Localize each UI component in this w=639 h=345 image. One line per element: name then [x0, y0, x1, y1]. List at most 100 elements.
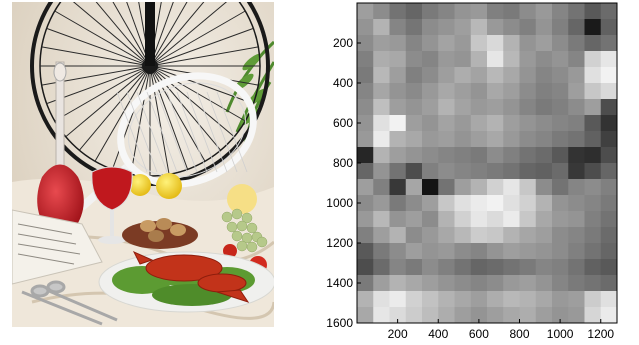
- heatmap-cell: [568, 227, 585, 244]
- heatmap-cell: [422, 195, 439, 212]
- heatmap-cell: [389, 35, 407, 52]
- heatmap-cell: [470, 179, 488, 196]
- lemon: [156, 173, 182, 199]
- heatmap-cell: [503, 35, 520, 52]
- heatmap-cell: [470, 99, 488, 116]
- heatmap-cell: [568, 131, 585, 148]
- heatmap-cell: [422, 163, 439, 180]
- heatmap-cell: [470, 19, 488, 36]
- heatmap-cell: [519, 291, 537, 308]
- y-tick-label: 1200: [326, 236, 353, 250]
- heatmap-cell: [357, 259, 374, 276]
- newspaper: [12, 209, 103, 285]
- heatmap-cell: [389, 99, 407, 116]
- heatmap-cell: [535, 51, 553, 68]
- heatmap-cell: [405, 163, 423, 180]
- heatmap-cell: [373, 51, 390, 68]
- heatmap-cell: [373, 211, 390, 228]
- heatmap-cell: [487, 195, 504, 212]
- heatmap-cell: [600, 291, 618, 308]
- heatmap-cell: [552, 163, 569, 180]
- heatmap-cell: [438, 131, 455, 148]
- heatmap-cell: [535, 147, 553, 164]
- heatmap-cell: [438, 19, 455, 36]
- y-tick-label: 1600: [326, 316, 353, 330]
- heatmap-cell: [535, 243, 553, 260]
- heatmap-cell: [535, 115, 553, 132]
- heatmap-cell: [454, 19, 472, 36]
- heatmap-cell: [503, 195, 520, 212]
- heatmap-cell: [405, 51, 423, 68]
- heatmap-cell: [405, 179, 423, 196]
- heatmap-cell: [487, 147, 504, 164]
- heatmap-cell: [535, 275, 553, 292]
- x-tick-label: 200: [388, 327, 408, 341]
- heatmap-cell: [584, 147, 602, 164]
- heatmap-cell: [454, 275, 472, 292]
- x-tick-label: 1000: [547, 327, 574, 341]
- heatmap-cell: [454, 211, 472, 228]
- heatmap-cell: [405, 147, 423, 164]
- heatmap-cell: [552, 19, 569, 36]
- y-tick-label: 600: [333, 116, 353, 130]
- heatmap-cell: [552, 67, 569, 84]
- heatmap-cell: [389, 163, 407, 180]
- heatmap-cell: [422, 83, 439, 100]
- heatmap-cell: [568, 19, 585, 36]
- heatmap-cell: [373, 259, 390, 276]
- heatmap-cell: [422, 131, 439, 148]
- heatmap-cell: [389, 227, 407, 244]
- heatmap-cell: [454, 259, 472, 276]
- heatmap-cell: [422, 307, 439, 324]
- heatmap-cell: [405, 83, 423, 100]
- heatmap-cell: [470, 83, 488, 100]
- heatmap-cell: [503, 307, 520, 324]
- heatmap-cell: [470, 35, 488, 52]
- x-axis-ticks: 200 400 600 800 1000 1200: [388, 319, 614, 341]
- heatmap-cell: [405, 227, 423, 244]
- heatmap-cell: [519, 259, 537, 276]
- heatmap-cell: [405, 99, 423, 116]
- heatmap-cell: [373, 291, 390, 308]
- heatmap-cell: [535, 291, 553, 308]
- heatmap-cell: [454, 243, 472, 260]
- heatmap-cell: [438, 147, 455, 164]
- heatmap-cell: [503, 211, 520, 228]
- heatmap-cell: [470, 67, 488, 84]
- heatmap-cell: [584, 51, 602, 68]
- heatmap-plot: 200 400 600 800 1000 1200 200 400 600 800 1000 120…: [300, 0, 630, 345]
- heatmap-cell: [373, 195, 390, 212]
- heatmap-cell: [552, 291, 569, 308]
- heatmap-cell: [487, 83, 504, 100]
- heatmap-cell: [600, 307, 618, 324]
- heatmap-cell: [503, 115, 520, 132]
- heatmap-cell: [389, 291, 407, 308]
- heatmap-cell: [535, 163, 553, 180]
- x-tick-label: 1200: [587, 327, 614, 341]
- heatmap-cell: [389, 307, 407, 324]
- heatmap-cell: [519, 211, 537, 228]
- heatmap-cell: [357, 147, 374, 164]
- heatmap-cell: [487, 35, 504, 52]
- silverware: [21, 280, 118, 326]
- heatmap-cell: [519, 3, 537, 20]
- heatmap-cell: [373, 35, 390, 52]
- heatmap-cell: [519, 147, 537, 164]
- heatmap-cell: [405, 307, 423, 324]
- heatmap-cell: [487, 259, 504, 276]
- heatmap-cell: [535, 195, 553, 212]
- heatmap-cell: [584, 115, 602, 132]
- heatmap-cell: [552, 259, 569, 276]
- heatmap-cell: [422, 51, 439, 68]
- heatmap-cell: [405, 35, 423, 52]
- heatmap-cell: [487, 179, 504, 196]
- heatmap-cell: [503, 243, 520, 260]
- heatmap-cell: [487, 67, 504, 84]
- heatmap-cell: [503, 291, 520, 308]
- heatmap-cell: [568, 3, 585, 20]
- heatmap-cell: [470, 3, 488, 20]
- heatmap-cell: [552, 3, 569, 20]
- heatmap-cell: [487, 99, 504, 116]
- heatmap-cell: [519, 195, 537, 212]
- heatmap-cell: [389, 195, 407, 212]
